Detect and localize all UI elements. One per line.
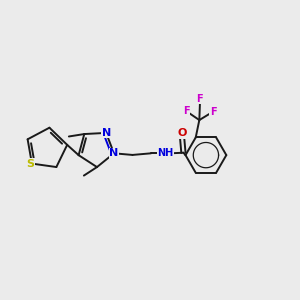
Text: N: N <box>109 148 119 158</box>
Text: O: O <box>178 128 187 138</box>
Text: F: F <box>196 94 203 104</box>
Text: F: F <box>183 106 189 116</box>
Text: S: S <box>26 159 34 169</box>
Text: NH: NH <box>157 148 173 158</box>
Text: N: N <box>101 128 111 138</box>
Text: F: F <box>210 106 216 117</box>
